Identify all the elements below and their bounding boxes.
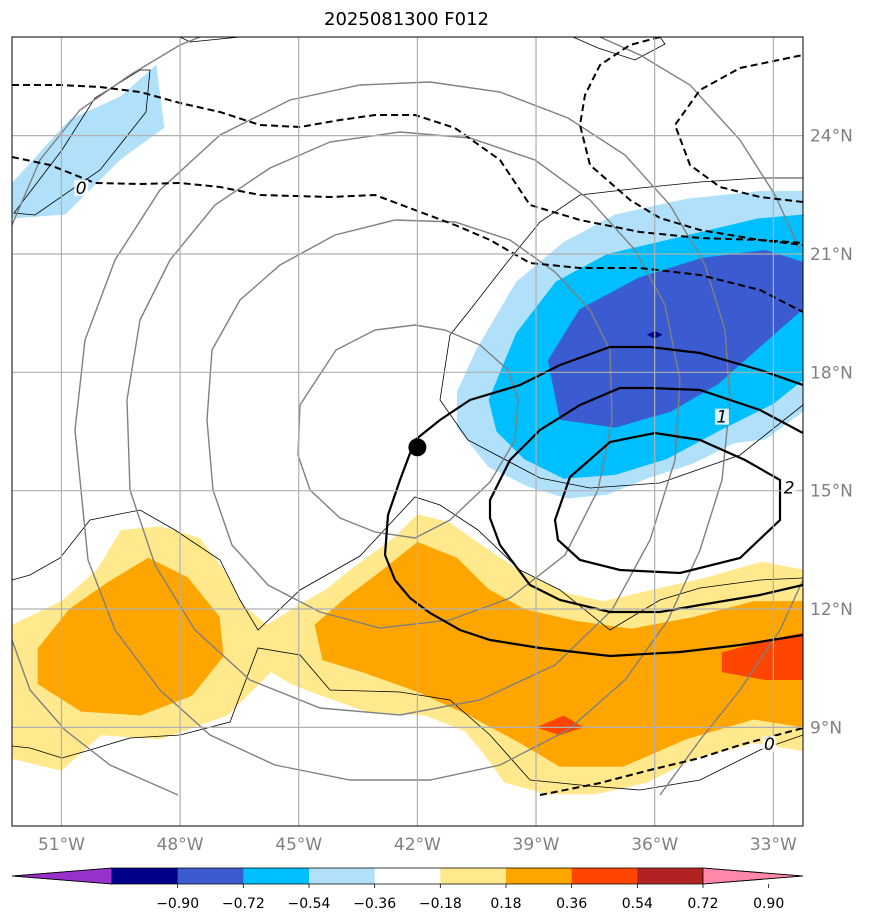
gridlines: [12, 37, 803, 826]
x-tick-label: 33°W: [750, 835, 797, 855]
y-tick-label: 18°N: [810, 363, 853, 383]
colorbar-segment: [177, 868, 244, 884]
contour-label: 0: [764, 735, 775, 755]
colorbar-tick-label: −0.90: [156, 896, 199, 912]
contour-labels: 0 1 2 0: [74, 179, 797, 755]
colorbar-segment: [637, 868, 704, 884]
contour-label-background: [782, 479, 797, 496]
y-tick-label: 21°N: [810, 245, 853, 265]
black-contours: [12, 37, 803, 796]
colorbar-extend-min: [11, 867, 113, 885]
contour-label-background: [714, 408, 729, 425]
colorbar-tick-label: −0.72: [222, 896, 265, 912]
contour-label: 1: [717, 408, 728, 428]
storm-center: [408, 438, 427, 457]
plot-frame: [11, 36, 804, 827]
x-tick-labels: 51°W 48°W 45°W 42°W 39°W 36°W 33°W: [38, 835, 797, 855]
filled-region: [314, 542, 803, 767]
x-tick-label: 39°W: [513, 835, 560, 855]
colorbar-segment: [374, 868, 441, 884]
contour-label-background: [762, 736, 777, 753]
chart-title: 2025081300 F012: [324, 9, 489, 30]
filled-region: [547, 250, 803, 428]
x-tick-label: 51°W: [38, 835, 85, 855]
x-tick-label: 42°W: [394, 835, 441, 855]
colorbar-tick-label: 0.90: [753, 896, 784, 912]
colorbar-segment: [243, 868, 310, 884]
colorbar-tick-label: 0.36: [556, 896, 587, 912]
x-tick-label: 45°W: [275, 835, 322, 855]
colorbar-segment: [440, 868, 507, 884]
filled-region: [12, 64, 165, 219]
colorbar-segment: [112, 868, 179, 884]
storm-center-marker: [408, 438, 427, 457]
colorbar-segment: [309, 868, 376, 884]
colorbar-segment: [506, 868, 573, 884]
contour-label-background: [74, 179, 89, 196]
colorbar-tick-label: −0.36: [353, 896, 396, 912]
y-tick-labels: 24°N 21°N 18°N 15°N 12°N 9°N: [810, 127, 853, 739]
y-tick-label: 24°N: [810, 127, 853, 147]
filled-region: [536, 715, 584, 736]
y-tick-label: 9°N: [810, 718, 842, 738]
colorbar-tick-label: 0.54: [622, 896, 653, 912]
x-tick-label: 48°W: [157, 835, 204, 855]
colorbar-tick-label: 0.18: [490, 896, 521, 912]
gray-rings: [12, 37, 803, 796]
colorbar-tick-label: 0.72: [687, 896, 718, 912]
colorbar-segment: [571, 868, 638, 884]
colorbar-outline: [11, 867, 804, 885]
colorbar-tick-label: −0.54: [288, 896, 331, 912]
y-tick-label: 15°N: [810, 482, 853, 502]
filled-region: [37, 557, 224, 716]
colorbar: −0.90 −0.72 −0.54 −0.36 −0.18 0.18 0.36 0.54 0.7…: [11, 867, 804, 912]
colorbar-extend-max: [702, 867, 804, 885]
y-tick-label: 12°N: [810, 600, 853, 620]
contour-label: 2: [784, 479, 795, 499]
colorbar-tick-label: −0.18: [419, 896, 462, 912]
contour-label: 0: [76, 179, 87, 199]
x-tick-label: 36°W: [631, 835, 678, 855]
